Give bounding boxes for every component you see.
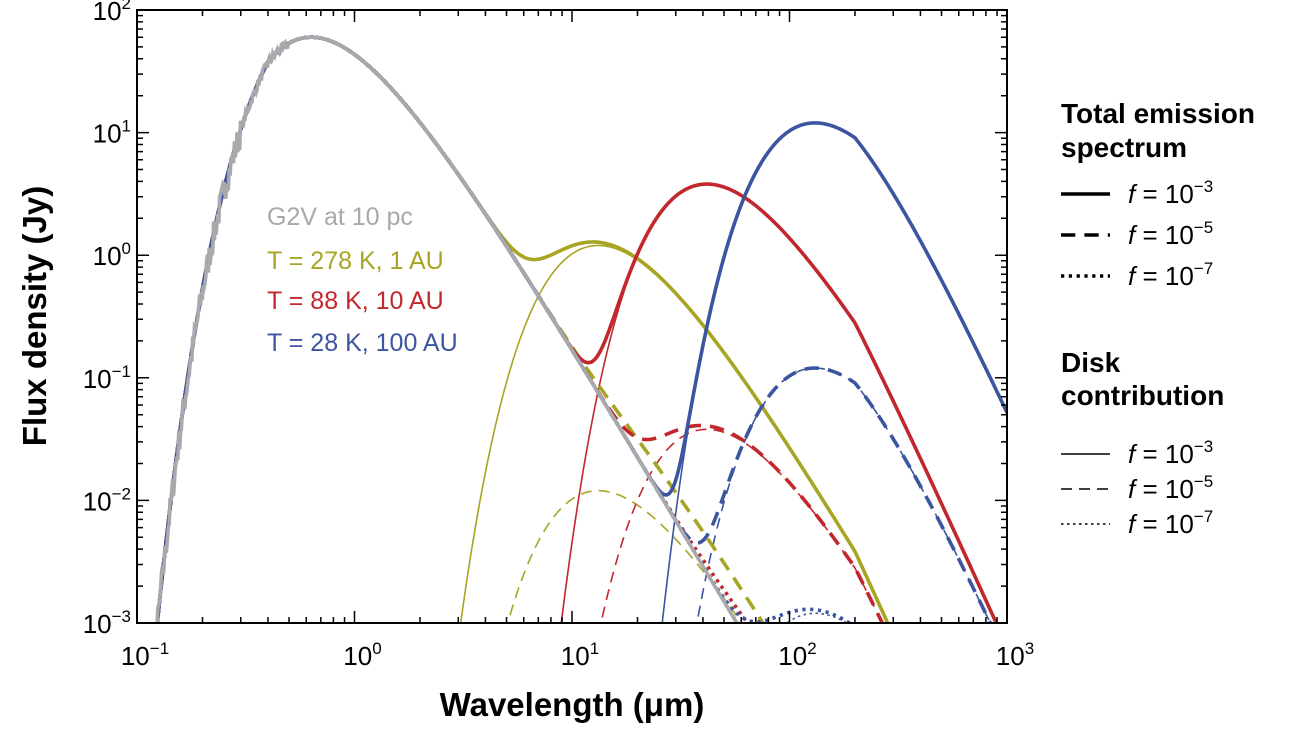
x-axis-title: Wavelength (μm)	[440, 686, 705, 723]
axis-ticks	[136, 10, 1007, 624]
ticks-layer	[136, 10, 1007, 624]
x-tick-labels: 10−1 100 101 102 103	[121, 639, 1034, 671]
legend-entries: f = 10−3f = 10−5f = 10−7f = 10−3f = 10−5…	[1061, 177, 1213, 539]
y-tick-label-0: 10−3	[83, 607, 131, 639]
x-tick-label-0: 10−1	[121, 639, 169, 671]
y-tick-label-1: 10−2	[83, 484, 131, 516]
disk-curve-278k-f1e-3	[459, 244, 889, 623]
x-tick-label-3: 102	[778, 639, 816, 671]
legend-total-title-2: spectrum	[1061, 132, 1187, 163]
disk-curve-278k-f1e-7	[508, 736, 741, 756]
legend-total-title-1: Total emission	[1061, 98, 1255, 129]
annotation-28k: T = 28 K, 100 AU	[267, 329, 458, 357]
legend-disk-solid-label: f = 10−3	[1128, 437, 1213, 469]
y-tick-label-5: 102	[93, 0, 131, 26]
legend-total-dotted-label: f = 10−7	[1128, 259, 1213, 291]
y-tick-label-2: 10−1	[83, 362, 131, 394]
legend-total-dashed-label: f = 10−5	[1128, 218, 1213, 250]
y-tick-label-4: 101	[93, 117, 131, 149]
y-tick-labels: 10−3 10−2 10−1 100 101 102	[83, 0, 131, 639]
annotations: G2V at 10 pc T = 278 K, 1 AU T = 88 K, 1…	[267, 203, 458, 357]
curves-layer	[155, 35, 1007, 756]
plot-frame	[136, 9, 1008, 624]
x-tick-label-2: 101	[561, 639, 599, 671]
disk-curve-278k-f1e-5	[506, 489, 743, 623]
y-axis-title: Flux density (Jy)	[16, 186, 53, 446]
legend-total-solid-label: f = 10−3	[1128, 177, 1213, 209]
legend-disk-dotted-label: f = 10−7	[1128, 507, 1213, 539]
legend-disk-title-1: Disk	[1061, 347, 1121, 378]
annotation-star: G2V at 10 pc	[267, 203, 413, 231]
stellar-spectrum	[155, 35, 739, 623]
legend-disk-title-2: contribution	[1061, 380, 1224, 411]
annotation-88k: T = 88 K, 10 AU	[267, 287, 444, 315]
legend: Total emission spectrum Disk contributio…	[1061, 98, 1255, 539]
disk-curve-28k-f1e-7	[785, 612, 849, 623]
y-tick-label-3: 100	[93, 239, 131, 271]
annotation-278k: T = 278 K, 1 AU	[267, 247, 444, 275]
legend-disk-dashed-label: f = 10−5	[1128, 472, 1213, 504]
disk-curve-28k-f1e-3	[661, 122, 1007, 623]
x-tick-label-4: 103	[996, 639, 1034, 671]
x-tick-label-1: 100	[343, 639, 381, 671]
